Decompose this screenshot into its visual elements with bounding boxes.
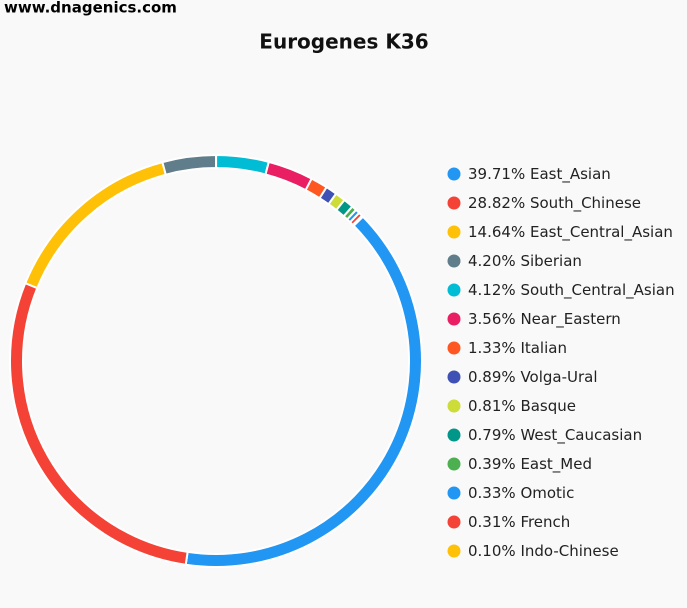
legend-value: 28.82% (468, 194, 525, 212)
legend-name: East_Asian (530, 165, 611, 184)
legend-marker (447, 196, 461, 210)
legend-label: 0.81% Basque (468, 397, 576, 415)
donut-slice (351, 214, 365, 228)
legend-name: Volga-Ural (520, 368, 597, 386)
chart-title: Eurogenes K36 (259, 30, 428, 54)
legend-value: 39.71% (468, 165, 525, 183)
legend-name: French (520, 513, 570, 531)
legend-value: 1.33% (468, 339, 516, 357)
legend-value: 0.79% (468, 426, 516, 444)
legend-name: Near_Eastern (520, 310, 620, 329)
legend-label: 39.71% East_Asian (468, 165, 611, 184)
legend-label: 4.20% Siberian (468, 252, 582, 270)
legend-label: 3.56% Near_Eastern (468, 310, 621, 329)
legend-marker (447, 370, 461, 384)
legend-value: 4.20% (468, 252, 516, 270)
legend-marker (447, 457, 461, 471)
legend-value: 0.81% (468, 397, 516, 415)
legend-label: 1.33% Italian (468, 339, 567, 357)
legend-label: 0.89% Volga-Ural (468, 368, 598, 386)
legend-name: Basque (520, 397, 576, 415)
legend-name: Italian (520, 339, 567, 357)
legend-label: 0.39% East_Med (468, 455, 592, 474)
legend-label: 0.79% West_Caucasian (468, 426, 642, 445)
legend-label: 0.31% French (468, 513, 570, 531)
legend-name: West_Caucasian (520, 426, 642, 445)
legend-name: Siberian (520, 252, 581, 270)
legend-marker (447, 428, 461, 442)
legend-name: East_Med (520, 455, 592, 474)
legend-label: 4.12% South_Central_Asian (468, 281, 675, 300)
legend-marker (447, 167, 461, 181)
legend-marker (447, 486, 461, 500)
legend-value: 14.64% (468, 223, 525, 241)
legend-marker (447, 399, 461, 413)
legend-name: East_Central_Asian (530, 223, 673, 242)
legend-value: 0.89% (468, 368, 516, 386)
legend-marker (447, 283, 461, 297)
legend-label: 14.64% East_Central_Asian (468, 223, 673, 242)
legend-marker (447, 312, 461, 326)
legend-value: 3.56% (468, 310, 516, 328)
legend-label: 28.82% South_Chinese (468, 194, 641, 213)
legend-value: 4.12% (468, 281, 516, 299)
legend-marker (447, 341, 461, 355)
watermark: www.dnagenics.com (4, 0, 177, 17)
legend-label: 0.10% Indo-Chinese (468, 542, 619, 560)
legend-value: 0.31% (468, 513, 516, 531)
legend-name: Omotic (520, 484, 574, 502)
legend-marker (447, 544, 461, 558)
legend-name: South_Chinese (530, 194, 641, 213)
legend-marker (447, 515, 461, 529)
legend-name: Indo-Chinese (520, 542, 618, 560)
legend-value: 0.33% (468, 484, 516, 502)
legend-marker (447, 225, 461, 239)
legend-value: 0.39% (468, 455, 516, 473)
legend-value: 0.10% (468, 542, 516, 560)
legend-marker (447, 254, 461, 268)
legend-label: 0.33% Omotic (468, 484, 574, 502)
legend-name: South_Central_Asian (520, 281, 674, 300)
